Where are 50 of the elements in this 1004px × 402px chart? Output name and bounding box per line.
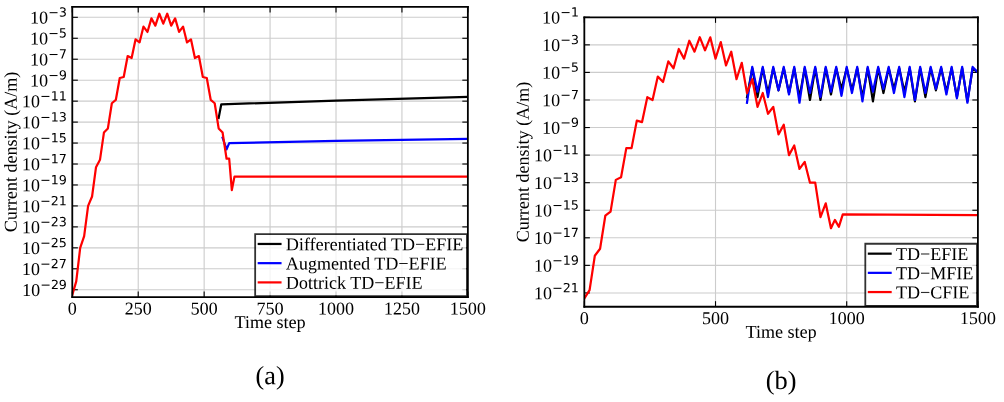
y-tick-label: 10$^{−9}$ xyxy=(31,70,67,87)
x-tick-label: 1000 xyxy=(830,312,865,325)
y-tick-label: 10$^{−21}$ xyxy=(23,195,66,213)
x-tick-label: 1500 xyxy=(451,302,486,315)
y-tick-label: 10$^{−13}$ xyxy=(535,172,578,190)
y-tick-label: 10$^{−5}$ xyxy=(31,28,66,45)
x-tick-label: 250 xyxy=(125,302,152,315)
legend-label: Augmented TD−EFIE xyxy=(286,256,446,274)
y-tick-label: 10$^{−7}$ xyxy=(31,49,66,66)
y-tick-label: 10$^{−7}$ xyxy=(543,90,578,107)
y-tick-label: 10$^{−11}$ xyxy=(23,91,66,108)
x-tick-label: 750 xyxy=(257,302,283,315)
y-tick-label: 10$^{−29}$ xyxy=(23,279,66,297)
x-tick-label: 500 xyxy=(191,302,217,315)
legend-label: TD−EFIE xyxy=(896,248,968,261)
y-tick-label: 10$^{−3}$ xyxy=(543,34,578,52)
line-series xyxy=(584,36,978,300)
y-tick-label: 10$^{−9}$ xyxy=(543,117,579,134)
y-tick-label: 10$^{−5}$ xyxy=(543,62,578,79)
y-tick-label: 10$^{−17}$ xyxy=(535,227,578,245)
text: (a) xyxy=(256,365,284,390)
y-tick-label: 10$^{−11}$ xyxy=(535,145,578,162)
x-tick-label: 500 xyxy=(703,312,729,325)
y-tick-label: 10$^{−3}$ xyxy=(31,7,66,24)
y-tick-label: 10$^{−21}$ xyxy=(535,282,578,300)
x-tick-label: 0 xyxy=(580,312,589,325)
y-axis-title: Current density (A/m) xyxy=(516,82,533,242)
x-tick-label: 1000 xyxy=(319,302,354,315)
y-tick-label: 10$^{−23}$ xyxy=(23,216,66,234)
x-tick-label: 1250 xyxy=(385,302,420,315)
x-tick-label: 0 xyxy=(68,302,77,315)
x-tick-label: 1500 xyxy=(961,312,996,325)
y-axis-title: Current density (A/m) xyxy=(4,72,21,232)
legend-label: TD−MFIE xyxy=(896,267,973,280)
legend-label: Differentiated TD−EFIE xyxy=(286,237,463,251)
x-axis-title: Time step xyxy=(745,325,816,342)
y-tick-label: 10$^{−17}$ xyxy=(23,154,66,171)
legend-label: Dottrick TD−EFIE xyxy=(286,276,422,289)
x-axis-title: Time step xyxy=(234,316,305,332)
y-tick-label: 10$^{−19}$ xyxy=(23,174,66,192)
legend-label: TD−CFIE xyxy=(896,286,969,299)
y-tick-label: 10$^{−15}$ xyxy=(23,133,66,150)
y-tick-label: 10$^{−1}$ xyxy=(543,7,578,24)
y-tick-label: 10$^{−13}$ xyxy=(23,112,66,129)
y-tick-label: 10$^{−15}$ xyxy=(535,200,578,217)
y-tick-label: 10$^{−27}$ xyxy=(23,258,66,276)
text: (b) xyxy=(766,370,796,395)
line-series xyxy=(221,136,468,151)
y-tick-label: 10$^{−19}$ xyxy=(535,255,578,272)
y-tick-label: 10$^{−25}$ xyxy=(23,237,66,255)
